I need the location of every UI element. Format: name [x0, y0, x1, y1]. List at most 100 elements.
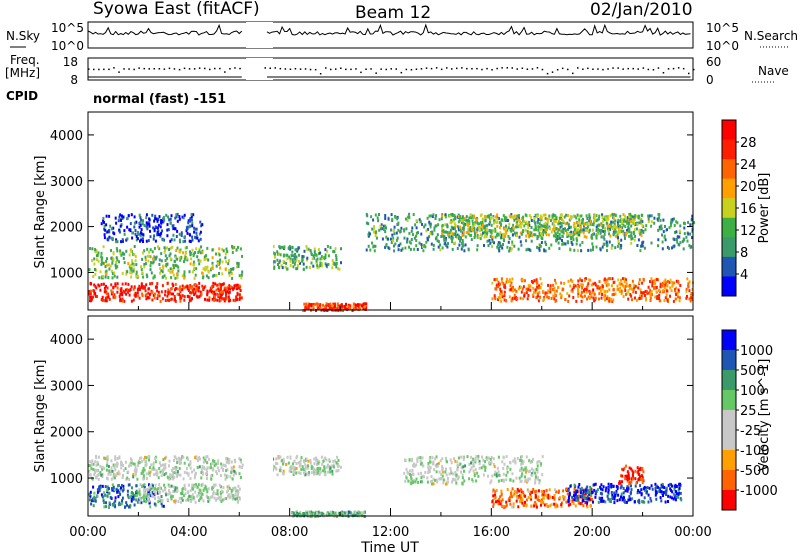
scatter-cell: [165, 493, 168, 497]
scatter-cell: [99, 470, 102, 474]
scatter-cell: [197, 258, 200, 262]
scatter-cell: [200, 496, 202, 500]
scatter-cell: [534, 493, 537, 497]
scatter-cell: [647, 285, 650, 289]
scatter-cell: [149, 491, 152, 494]
scatter-cell: [134, 229, 137, 232]
scatter-cell: [485, 231, 488, 235]
scatter-cell: [143, 499, 146, 503]
scatter-cell: [496, 499, 499, 503]
scatter-cell: [107, 237, 110, 241]
scatter-cell: [506, 219, 509, 222]
scatter-cell: [151, 467, 154, 471]
scatter-cell: [295, 258, 298, 262]
nave-dot: [597, 68, 599, 70]
scatter-cell: [121, 484, 123, 488]
scatter-cell: [109, 472, 112, 476]
scatter-cell: [674, 297, 677, 301]
scatter-cell: [236, 283, 239, 287]
scatter-cell: [649, 296, 652, 300]
scatter-cell: [454, 217, 457, 221]
scatter-cell: [498, 296, 501, 300]
scatter-cell: [618, 290, 621, 293]
scatter-cell: [161, 489, 164, 493]
scatter-cell: [186, 258, 189, 262]
scatter-cell: [409, 473, 412, 476]
scatter-cell: [206, 246, 209, 250]
scatter-cell: [135, 468, 138, 472]
scatter-cell: [461, 234, 464, 237]
scatter-cell: [117, 503, 120, 507]
scatter-cell: [217, 287, 220, 291]
scatter-cell: [142, 466, 145, 470]
scatter-cell: [144, 488, 147, 491]
scatter-cell: [512, 233, 515, 237]
scatter-cell: [148, 472, 151, 476]
scatter-cell: [668, 280, 671, 284]
scatter-cell: [485, 227, 488, 231]
scatter-cell: [316, 467, 319, 471]
scatter-cell: [634, 296, 636, 300]
scatter-cell: [112, 285, 115, 289]
scatter-cell: [431, 456, 434, 460]
scatter-cell: [477, 235, 480, 239]
scatter-cell: [148, 217, 151, 221]
scatter-cell: [106, 257, 108, 261]
scatter-cell: [299, 459, 302, 463]
scatter-cell: [189, 262, 192, 266]
scatter-cell: [560, 222, 563, 225]
scatter-cell: [178, 458, 181, 462]
scatter-cell: [520, 490, 523, 494]
scatter-cell: [527, 288, 529, 292]
scatter-cell: [638, 228, 641, 232]
scatter-cell: [499, 241, 502, 245]
scatter-cell: [393, 244, 395, 248]
scatter-cell: [678, 235, 681, 239]
scatter-cell: [177, 473, 180, 477]
scatter-cell: [573, 490, 576, 494]
scatter-cell: [210, 474, 213, 478]
scatter-cell: [568, 294, 571, 298]
scatter-cell: [115, 464, 118, 468]
scatter-cell: [174, 499, 176, 503]
scatter-cell: [617, 223, 619, 227]
scatter-cell: [213, 459, 216, 463]
scatter-cell: [320, 264, 323, 268]
scatter-cell: [586, 501, 589, 505]
scatter-cell: [240, 273, 243, 277]
scatter-cell: [436, 464, 439, 468]
scatter-cell: [469, 213, 472, 217]
scatter-cell: [640, 244, 643, 248]
scatter-cell: [106, 263, 109, 267]
scatter-cell: [178, 462, 181, 465]
scatter-cell: [630, 287, 633, 291]
scatter-cell: [558, 489, 560, 493]
scatter-cell: [145, 216, 148, 220]
scatter-cell: [536, 464, 539, 468]
scatter-cell: [89, 295, 92, 299]
scatter-cell: [226, 290, 229, 294]
scatter-cell: [219, 258, 222, 262]
scatter-cell: [535, 505, 538, 509]
scatter-cell: [406, 470, 409, 474]
scatter-cell: [196, 466, 199, 469]
scatter-cell: [148, 458, 150, 462]
scatter-cell: [116, 456, 119, 460]
scatter-cell: [335, 262, 338, 265]
scatter-cell: [108, 469, 111, 473]
scatter-cell: [572, 285, 575, 289]
scatter-cell: [519, 231, 522, 235]
scatter-cell: [557, 235, 560, 239]
scatter-cell: [105, 468, 108, 472]
scatter-cell: [608, 297, 611, 301]
scatter-cell: [200, 224, 203, 228]
scatter-cell: [497, 285, 499, 289]
scatter-cell: [218, 272, 220, 275]
scatter-cell: [298, 464, 301, 468]
scatter-cell: [383, 224, 385, 228]
scatter-cell: [497, 243, 500, 247]
scatter-cell: [461, 226, 464, 230]
nave-dot: [375, 72, 377, 74]
scatter-cell: [194, 474, 197, 478]
scatter-cell: [683, 222, 686, 225]
